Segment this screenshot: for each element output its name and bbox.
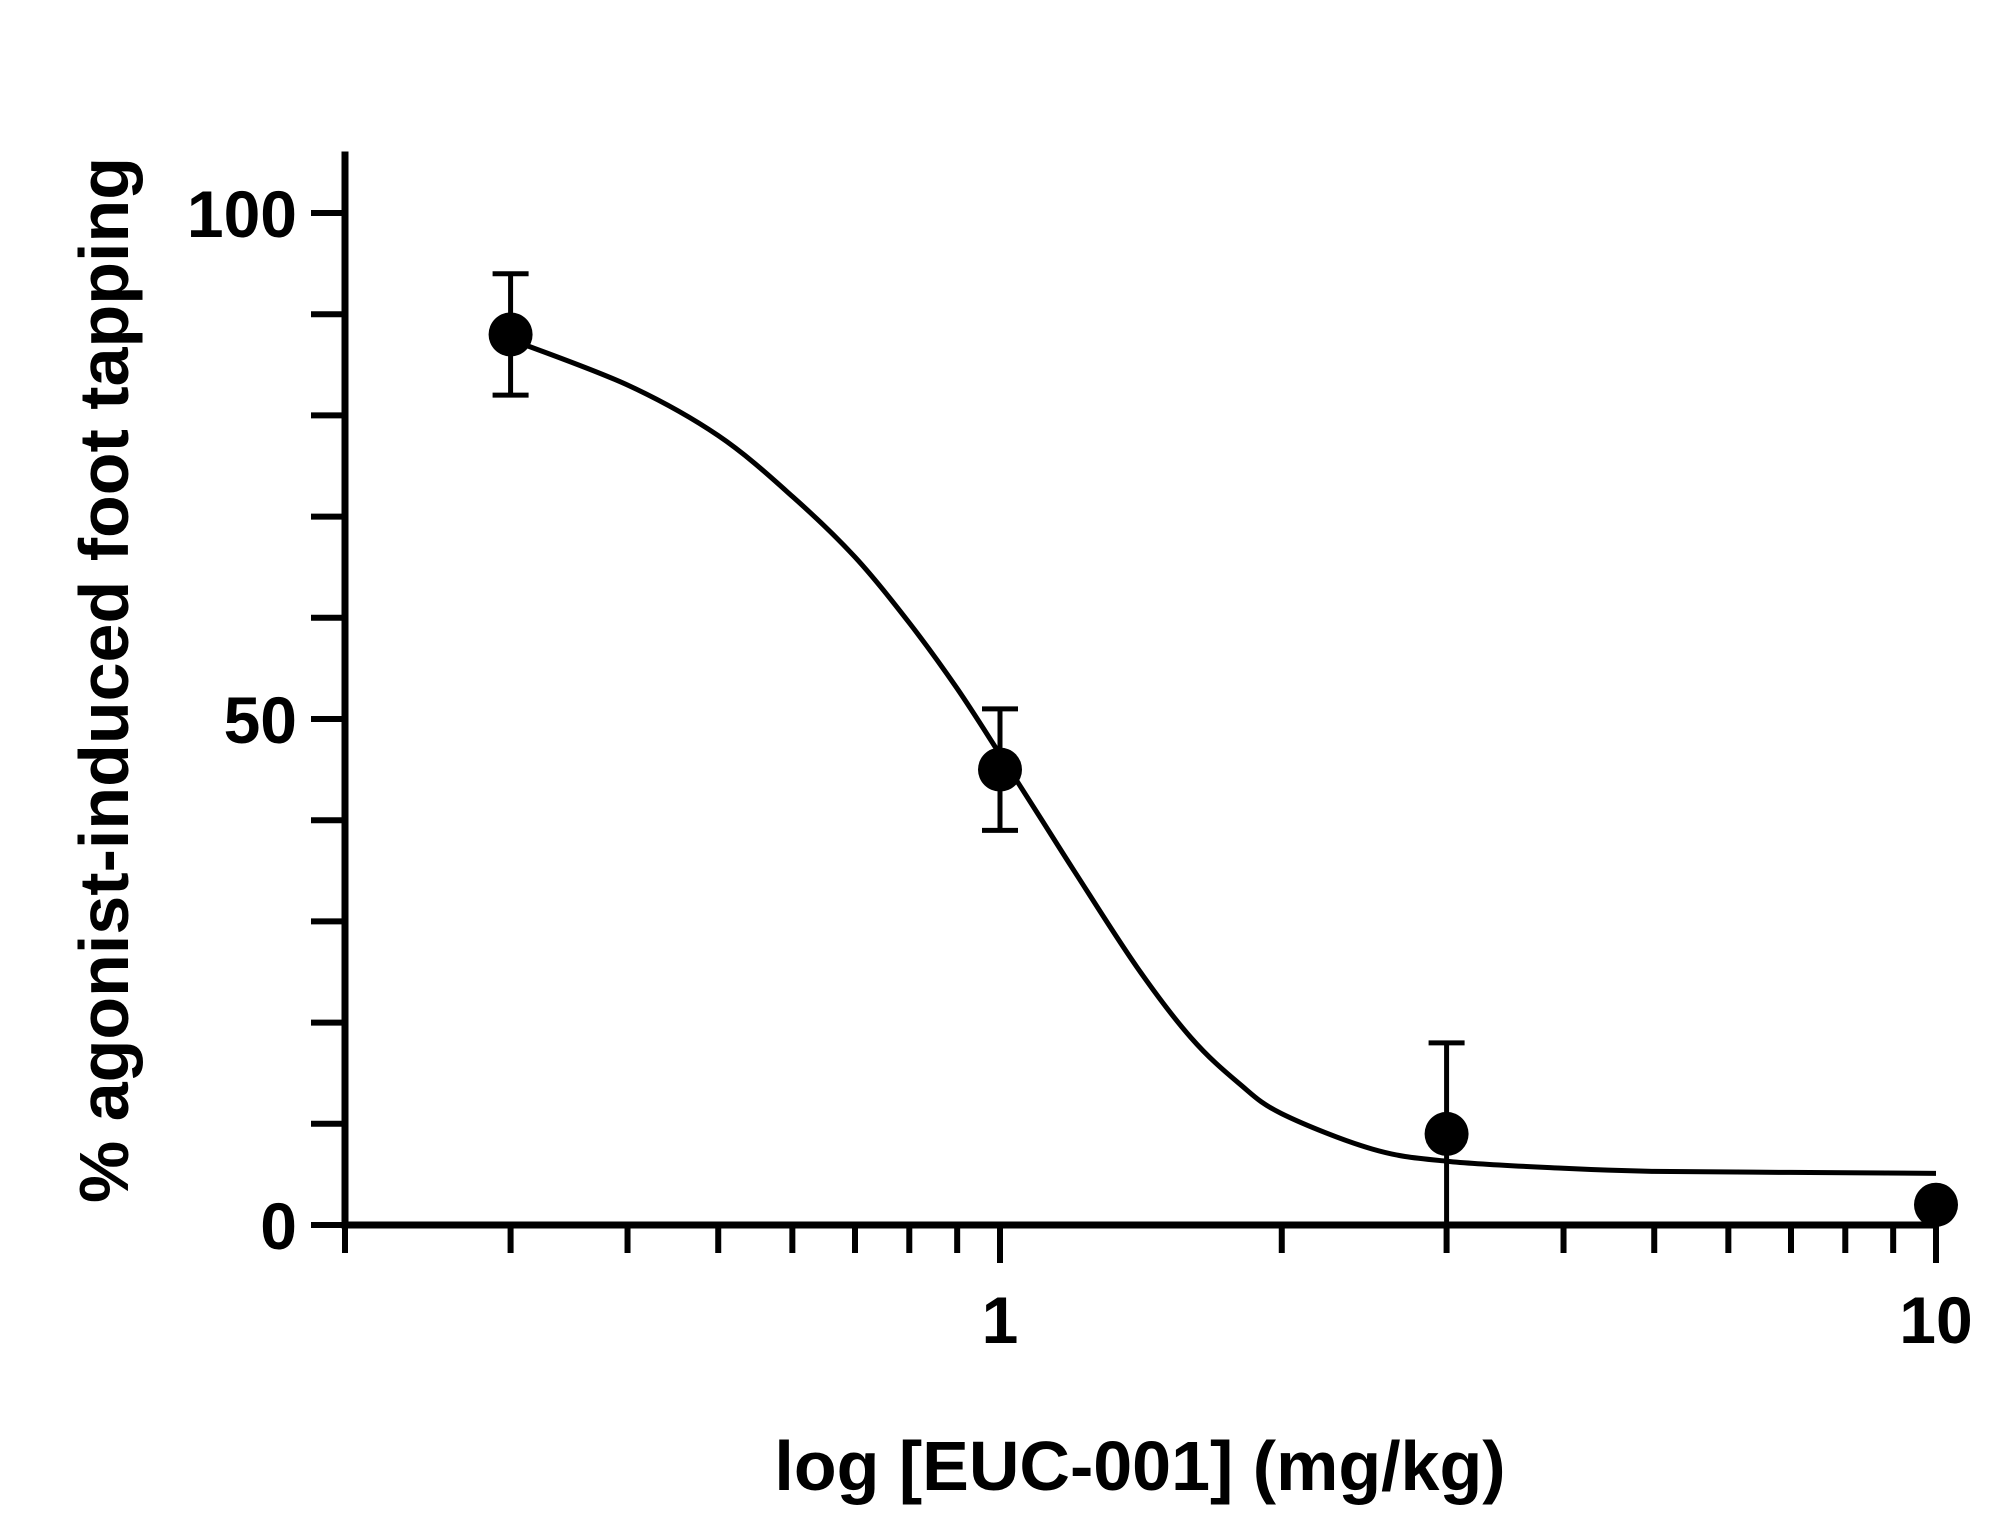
y-axis: 0 50 100	[187, 151, 349, 1263]
y-axis-title: % agonist-induced foot tapping	[65, 157, 143, 1203]
x-axis: 1 10	[341, 1221, 1973, 1357]
data-point	[1424, 1111, 1469, 1156]
data-point	[978, 747, 1022, 792]
data-point	[488, 312, 533, 357]
x-tick-label: 1	[982, 1283, 1019, 1357]
y-tick-label: 50	[224, 683, 297, 757]
x-tick-label: 10	[1899, 1283, 1972, 1357]
y-tick-label: 0	[260, 1189, 297, 1263]
y-tick-label: 100	[187, 177, 297, 251]
data-points-group	[488, 271, 1958, 1227]
fit-curve	[509, 337, 1937, 1176]
fit-curve-group	[509, 337, 1937, 1176]
data-point	[1914, 1182, 1958, 1227]
x-axis-title: log [EUC-001] (mg/kg)	[774, 1427, 1505, 1505]
